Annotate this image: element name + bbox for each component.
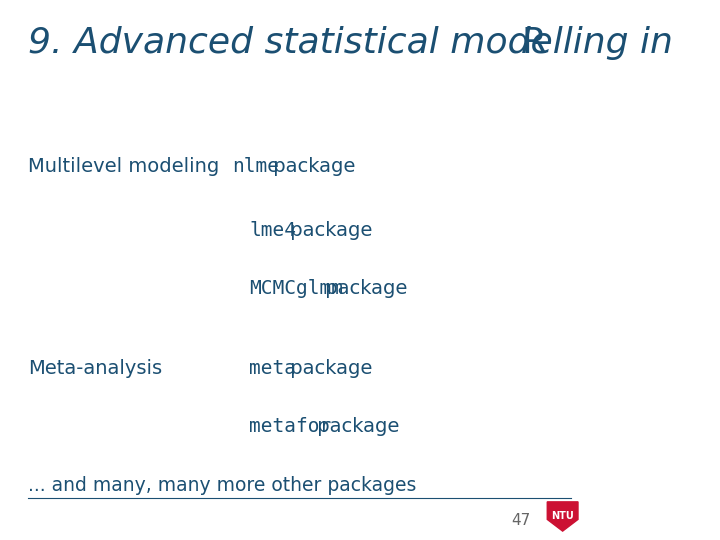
Text: nlme: nlme xyxy=(232,157,279,176)
Text: meta: meta xyxy=(249,359,297,378)
Polygon shape xyxy=(547,502,578,531)
Text: package: package xyxy=(310,417,399,436)
Text: 9. Advanced statistical modelling in: 9. Advanced statistical modelling in xyxy=(28,26,684,60)
Text: package: package xyxy=(284,221,373,240)
Text: Multilevel modeling: Multilevel modeling xyxy=(28,157,219,176)
Text: 47: 47 xyxy=(512,514,531,529)
Text: package: package xyxy=(320,279,408,298)
Text: Meta-analysis: Meta-analysis xyxy=(28,359,162,378)
Text: lme4: lme4 xyxy=(249,221,297,240)
Text: ... and many, many more other packages: ... and many, many more other packages xyxy=(28,476,416,495)
Text: metafor: metafor xyxy=(249,417,332,436)
Text: R: R xyxy=(522,26,547,60)
Text: package: package xyxy=(284,359,373,378)
Text: MCMCglmm: MCMCglmm xyxy=(249,279,343,298)
Text: NTU: NTU xyxy=(552,511,574,521)
Text: package: package xyxy=(266,157,355,176)
